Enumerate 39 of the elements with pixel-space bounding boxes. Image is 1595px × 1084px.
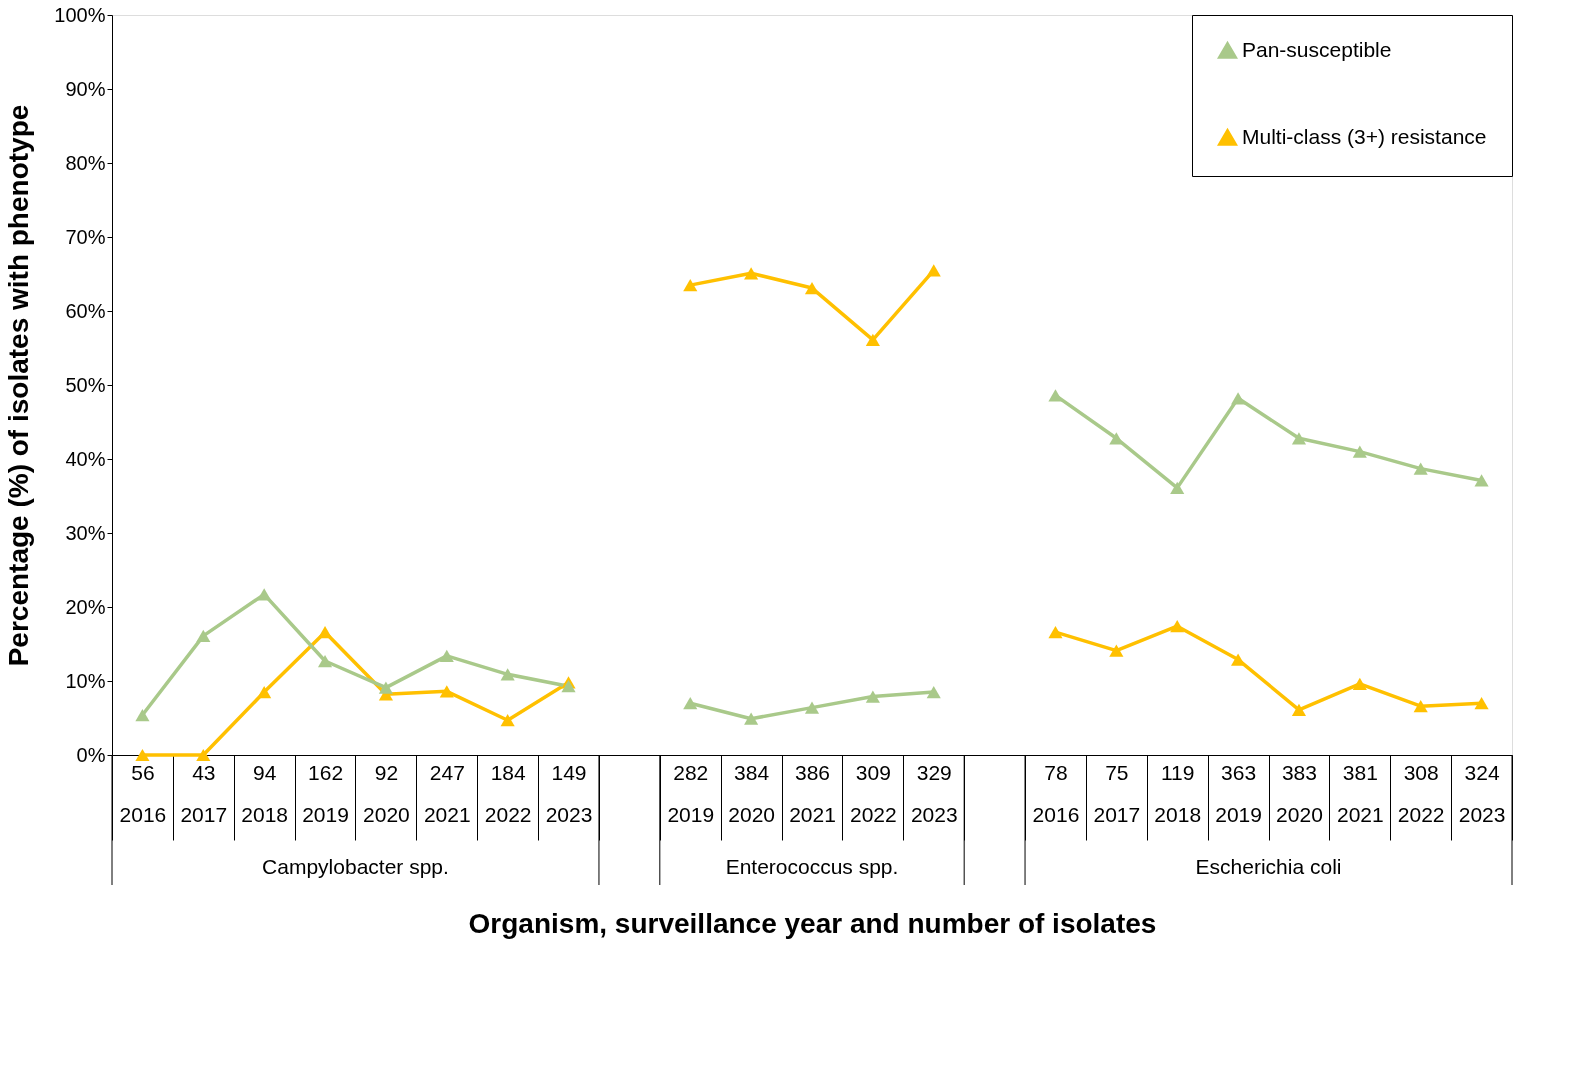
x-tick-label: 43 2017 (180, 760, 228, 826)
y-tick-label: 30% (65, 521, 106, 544)
text: Enterococcus spp. (725, 855, 899, 878)
x-tick-label: 119 2018 (1154, 760, 1202, 826)
x-tick-label: 78 2016 (1032, 760, 1080, 826)
x-tick-label: 386 2021 (789, 760, 836, 826)
y-tick-label: 70% (65, 225, 106, 248)
x-tick-label: 92 2020 (363, 760, 410, 826)
x-tick-label: 363 2019 (1215, 760, 1262, 826)
x-tick-label: 94 2018 (241, 760, 289, 826)
x-tick-label: 184 2022 (484, 760, 532, 826)
x-tick-label: 162 2019 (302, 760, 349, 826)
y-tick-label: 0% (76, 743, 106, 766)
y-axis-title: Percentage (%) of isolates with phenotype (3, 104, 35, 667)
y-tick-label: 10% (65, 669, 106, 692)
text: Campylobacter spp. (262, 855, 449, 878)
x-tick-label: 56 2016 (119, 760, 167, 826)
y-tick-label: 80% (65, 151, 106, 174)
y-tick-label: 90% (65, 77, 106, 100)
x-tick-label: 247 2021 (423, 760, 471, 826)
x-tick-label: 383 2020 (1276, 760, 1323, 826)
x-tick-label: 329 2023 (910, 760, 958, 826)
y-tick-label: 40% (65, 447, 106, 470)
legend-label: Multi-class (3+) resistance (1242, 124, 1487, 148)
x-tick-label: 381 2021 (1336, 760, 1384, 826)
x-tick-label: 149 2023 (545, 760, 593, 826)
x-axis-title: Organism, surveillance year and number of isolates (468, 908, 1157, 939)
legend-label: Pan-susceptible (1242, 37, 1392, 61)
text: Escherichia coli (1195, 855, 1342, 878)
x-tick-label: 309 2022 (850, 760, 897, 826)
y-tick-label: 50% (65, 373, 106, 396)
x-tick-label: 324 2023 (1458, 760, 1506, 826)
x-tick-label: 384 2020 (728, 760, 775, 826)
y-tick-label: 60% (65, 299, 106, 322)
y-tick-label: 100% (54, 3, 106, 26)
x-tick-label: 308 2022 (1397, 760, 1445, 826)
y-tick-label: 20% (65, 595, 106, 618)
x-tick-label: 282 2019 (667, 760, 715, 826)
x-tick-label: 75 2017 (1093, 760, 1141, 826)
